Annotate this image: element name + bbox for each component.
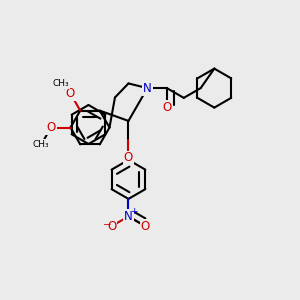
Text: O: O: [66, 87, 75, 100]
Text: N: N: [143, 82, 152, 94]
Text: CH₃: CH₃: [52, 80, 69, 88]
Text: O: O: [46, 121, 56, 134]
Text: O: O: [141, 220, 150, 233]
Text: O: O: [124, 152, 133, 164]
Text: CH₃: CH₃: [33, 140, 50, 149]
Text: +: +: [130, 207, 138, 216]
Text: O: O: [162, 101, 172, 114]
Text: N: N: [124, 210, 133, 223]
Text: O: O: [107, 220, 116, 233]
Text: −: −: [103, 220, 111, 230]
